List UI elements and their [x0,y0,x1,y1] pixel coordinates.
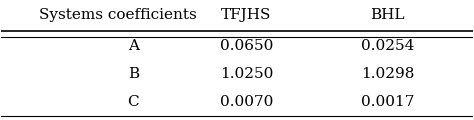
Text: Systems coefficients: Systems coefficients [39,8,197,22]
Text: 0.0070: 0.0070 [220,95,273,109]
Text: 1.0250: 1.0250 [220,67,273,81]
Text: 1.0298: 1.0298 [361,67,414,81]
Text: C: C [128,95,139,109]
Text: BHL: BHL [371,8,405,22]
Text: 0.0254: 0.0254 [361,39,414,53]
Text: B: B [128,67,139,81]
Text: 0.0017: 0.0017 [361,95,414,109]
Text: 0.0650: 0.0650 [220,39,273,53]
Text: A: A [128,39,139,53]
Text: TFJHS: TFJHS [221,8,272,22]
